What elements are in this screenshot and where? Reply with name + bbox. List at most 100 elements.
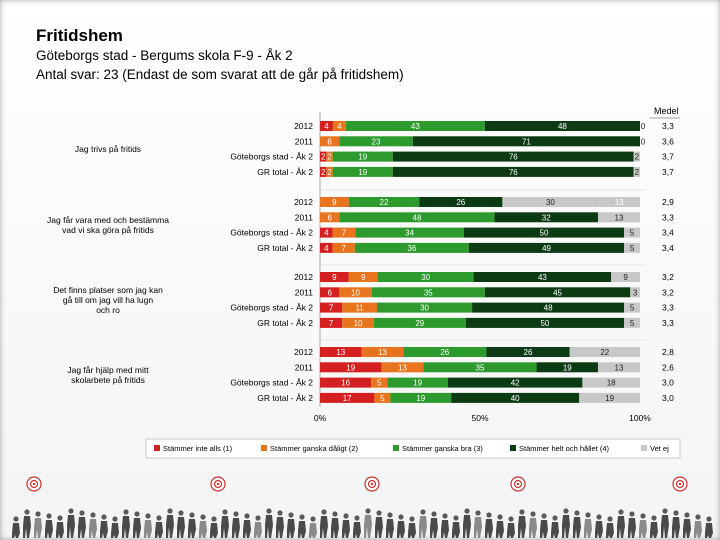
segment-label: 7 <box>329 319 334 328</box>
row-label: Göteborgs stad - Åk 2 <box>230 303 313 313</box>
bar-segment <box>320 287 340 298</box>
person-icon <box>387 512 393 518</box>
bar-segment <box>320 347 362 357</box>
person-icon <box>618 509 624 515</box>
segment-label: 0 <box>641 122 646 131</box>
bar-segment <box>332 166 393 177</box>
question-text: och ro <box>96 305 120 315</box>
segment-label: 13 <box>615 198 624 207</box>
segment-label: 16 <box>341 379 350 388</box>
person-icon <box>321 509 327 515</box>
bar-segment <box>320 197 349 207</box>
question-text: gå till om jag vill ha lugn <box>63 295 154 305</box>
target-icon-center <box>678 482 682 486</box>
mean-value: 3,2 <box>662 287 674 297</box>
bar-segment <box>633 166 640 177</box>
segment-label: 26 <box>524 348 533 357</box>
legend-swatch <box>261 445 267 451</box>
person-icon <box>222 509 228 515</box>
segment-label: 35 <box>476 363 485 372</box>
segment-label: 7 <box>329 304 334 313</box>
person-body <box>265 515 273 538</box>
person-icon <box>585 512 591 518</box>
bar-segment <box>374 392 391 403</box>
person-icon <box>112 516 118 522</box>
person-body <box>56 522 64 538</box>
segment-label: 23 <box>372 137 381 146</box>
segment-label: 5 <box>630 229 635 238</box>
person-body <box>408 523 416 538</box>
bar-segment <box>345 121 485 131</box>
mean-value: 3,6 <box>662 136 674 146</box>
person-body <box>89 519 97 538</box>
person-icon <box>563 508 569 514</box>
person-body <box>45 520 53 538</box>
person-body <box>188 519 196 538</box>
bar-segment <box>339 136 413 147</box>
row-label: 2012 <box>294 272 313 282</box>
segment-label: 48 <box>544 304 553 313</box>
legend-swatch <box>510 445 516 451</box>
row-label: 2012 <box>294 121 313 131</box>
segment-label: 19 <box>358 168 367 177</box>
segment-label: 76 <box>509 168 518 177</box>
question-text: Jag får vara med och bestämma <box>47 215 169 225</box>
bar-segment <box>355 227 464 238</box>
person-icon <box>541 513 547 519</box>
legend-swatch <box>641 445 647 451</box>
bar-segment <box>624 317 640 328</box>
bar-segment <box>320 377 372 388</box>
segment-label: 7 <box>342 244 347 253</box>
person-body <box>474 517 482 538</box>
segment-label: 5 <box>377 379 382 388</box>
person-icon <box>497 514 503 520</box>
bar-segment <box>332 242 355 253</box>
segment-label: 9 <box>623 273 628 282</box>
segment-label: 50 <box>540 229 549 238</box>
segment-label: 9 <box>332 273 337 282</box>
segment-label: 6 <box>327 137 332 146</box>
segment-label: 5 <box>630 244 635 253</box>
row-label: 2012 <box>294 347 313 357</box>
bar-segment <box>320 392 375 403</box>
segment-label: 13 <box>378 348 387 357</box>
x-tick-label: 50% <box>471 413 488 423</box>
bar-segment <box>371 287 485 298</box>
person-body <box>397 521 405 538</box>
question-text: skolarbete på fritids <box>71 375 145 385</box>
segment-label: 13 <box>615 213 624 222</box>
bar-segment <box>342 302 378 313</box>
person-icon <box>530 511 536 517</box>
mean-value: 3,0 <box>662 378 674 388</box>
segment-label: 22 <box>380 198 389 207</box>
row-label: 2011 <box>295 287 314 297</box>
person-icon <box>442 513 448 519</box>
segment-label: 36 <box>407 244 416 253</box>
bar-segment <box>419 197 503 207</box>
segment-label: 13 <box>336 348 345 357</box>
bar-segment <box>597 362 640 373</box>
person-body <box>67 515 75 538</box>
bar-segment <box>624 242 640 253</box>
segment-label: 45 <box>553 288 562 297</box>
bar-segment <box>371 377 388 388</box>
bar-segment <box>486 347 570 357</box>
row-label: 2011 <box>295 136 314 146</box>
person-body <box>23 516 31 538</box>
segment-label: 32 <box>542 213 551 222</box>
bar-segment <box>320 227 333 238</box>
segment-label: 4 <box>324 229 329 238</box>
person-icon <box>398 514 404 520</box>
person-icon <box>607 516 613 522</box>
segment-label: 4 <box>337 122 342 131</box>
segment-label: 30 <box>420 304 429 313</box>
bar-segment <box>465 317 625 328</box>
bar-segment <box>339 287 372 298</box>
bar-segment <box>536 362 598 373</box>
segment-label: 9 <box>361 273 366 282</box>
person-icon <box>640 513 646 519</box>
segment-label: 30 <box>421 273 430 282</box>
person-body <box>540 520 548 538</box>
bar-segment <box>472 302 625 313</box>
person-body <box>144 520 152 538</box>
